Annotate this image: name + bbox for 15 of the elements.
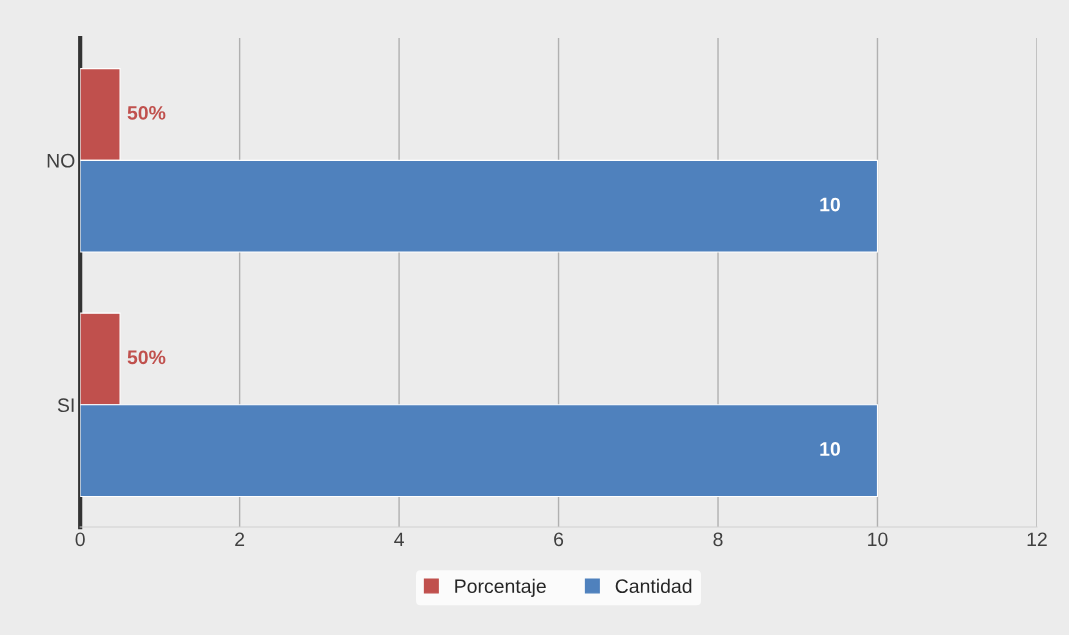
x-tick-label: 4 bbox=[394, 532, 404, 546]
data-label: 10 bbox=[820, 197, 840, 212]
x-tick-label: 6 bbox=[554, 532, 564, 547]
data-label: 50% bbox=[127, 350, 166, 365]
x-tick-label: 8 bbox=[713, 532, 723, 547]
legend-label: Cantidad bbox=[615, 578, 692, 594]
y-tick-label: NO bbox=[47, 153, 75, 168]
x-tick-label: 10 bbox=[868, 532, 888, 547]
y-tick-label: SI bbox=[57, 398, 74, 413]
data-label: 10 bbox=[820, 442, 840, 456]
x-tick-label: 0 bbox=[75, 532, 85, 547]
data-label: 50% bbox=[127, 105, 166, 120]
x-tick-label: 2 bbox=[235, 532, 245, 546]
x-tick-label: 12 bbox=[1027, 532, 1047, 546]
legend-label: Porcentaje bbox=[455, 578, 546, 597]
